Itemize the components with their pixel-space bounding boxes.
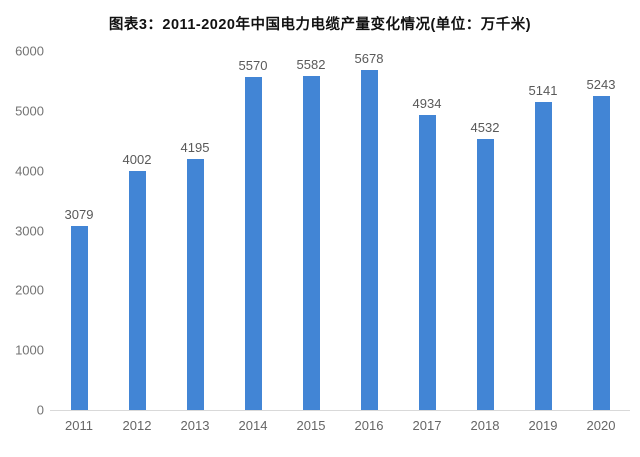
bar-slot-2013: 4195 bbox=[166, 51, 224, 410]
y-tick-label: 0 bbox=[36, 402, 44, 418]
bar-value-label: 5141 bbox=[528, 83, 558, 99]
x-tick-label-2013: 2013 bbox=[180, 418, 210, 433]
x-tick-label-2018: 2018 bbox=[470, 418, 500, 433]
y-tick-label: 3000 bbox=[15, 223, 44, 238]
bar-2012[interactable] bbox=[128, 170, 146, 410]
bar-value-label: 4195 bbox=[180, 140, 210, 155]
bar-2013[interactable] bbox=[186, 159, 204, 410]
y-tick-label: 6000 bbox=[15, 43, 44, 59]
bar-value-label: 5570 bbox=[238, 57, 268, 73]
bar-value-label: 5582 bbox=[296, 57, 326, 73]
x-tick-label-2014: 2014 bbox=[238, 418, 268, 433]
bar-slot-2019: 5141 bbox=[514, 51, 572, 410]
bar-value-label: 5678 bbox=[354, 51, 384, 67]
x-tick-label-2011: 2011 bbox=[65, 418, 93, 433]
y-tick-label: 5000 bbox=[15, 103, 44, 119]
y-axis: 0 1000 2000 3000 4000 5000 6000 bbox=[0, 44, 50, 418]
x-tick-label-2019: 2019 bbox=[528, 418, 558, 433]
plot-area: 3079 4002 4195 5570 5582 5678 4934 4532 5141 5243 bbox=[50, 51, 630, 411]
bar-2020[interactable] bbox=[592, 96, 610, 410]
bar-slot-2016: 5678 bbox=[340, 51, 398, 410]
bar-2014[interactable] bbox=[244, 76, 262, 410]
x-tick-label-2015: 2015 bbox=[296, 418, 326, 433]
x-tick-label-2017: 2017 bbox=[412, 418, 442, 433]
bar-value-label: 4532 bbox=[470, 119, 500, 135]
bar-2018[interactable] bbox=[476, 138, 494, 410]
bar-slot-2012: 4002 bbox=[108, 51, 166, 410]
x-tick-label-2016: 2016 bbox=[354, 418, 384, 433]
x-tick-label-2020: 2020 bbox=[586, 418, 616, 433]
bar-2019[interactable] bbox=[534, 102, 552, 410]
y-tick-label: 2000 bbox=[15, 282, 44, 298]
bar-2015[interactable] bbox=[302, 76, 320, 410]
chart-title: 图表3：2011-2020年中国电力电缆产量变化情况(单位：万千米) bbox=[108, 17, 532, 33]
bar-slot-2020: 5243 bbox=[572, 51, 630, 410]
y-tick-label: 1000 bbox=[15, 342, 44, 358]
bar-value-label: 3079 bbox=[64, 206, 94, 222]
bar-value-label: 5243 bbox=[586, 77, 616, 93]
plot-main: 3079 4002 4195 5570 5582 5678 4934 4532 5141 5243… bbox=[50, 51, 630, 433]
bar-slot-2014: 5570 bbox=[224, 51, 282, 410]
bar-slot-2015: 5582 bbox=[282, 51, 340, 410]
bar-2017[interactable] bbox=[418, 114, 436, 410]
bar-value-label: 4002 bbox=[122, 151, 152, 167]
bar-slot-2017: 4934 bbox=[398, 51, 456, 410]
bar-slot-2018: 4532 bbox=[456, 51, 514, 410]
x-tick-label-2012: 2012 bbox=[122, 418, 152, 433]
bar-slot-2011: 3079 bbox=[50, 51, 108, 410]
bar-2016[interactable] bbox=[360, 70, 378, 410]
bar-chart: 0 1000 2000 3000 4000 5000 6000 3079 4002 4195 55… bbox=[0, 44, 640, 433]
y-tick-label: 4000 bbox=[15, 163, 44, 179]
bar-value-label: 4934 bbox=[412, 95, 442, 111]
bar-2011[interactable] bbox=[70, 225, 88, 410]
x-axis: 2011 2012 2013 2014 2015 2016 2017 2018 2019 2020 bbox=[50, 411, 630, 433]
